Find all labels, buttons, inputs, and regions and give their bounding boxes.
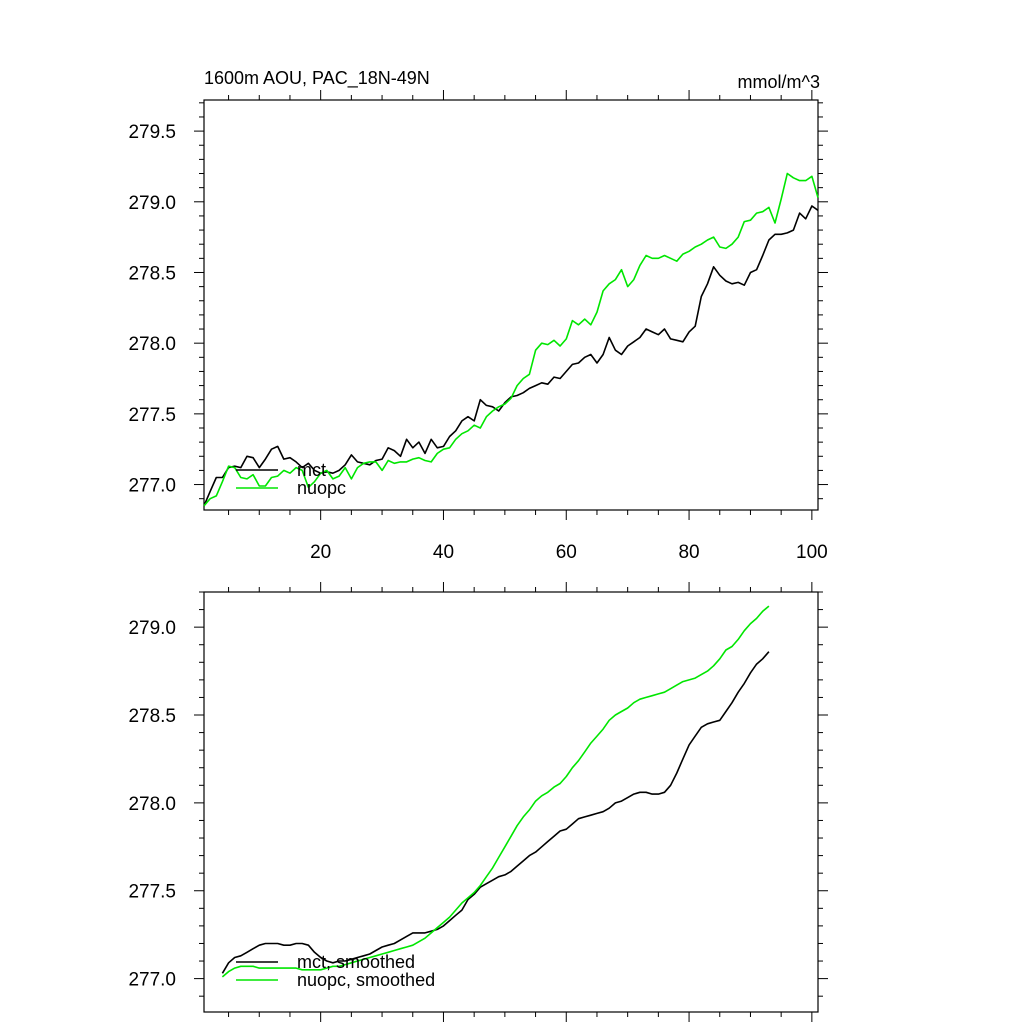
tick-marks-top xyxy=(194,90,828,520)
y-tick-label: 277.5 xyxy=(128,405,176,426)
plot-frame-bottom xyxy=(203,591,819,1013)
x-tick-label: 40 xyxy=(433,542,454,563)
y-tick-label: 279.0 xyxy=(128,193,176,214)
y-tick-label: 279.5 xyxy=(128,122,176,143)
y-tick-label: 279.0 xyxy=(128,618,176,639)
series-bottom xyxy=(221,605,770,978)
y-tick-label: 278.0 xyxy=(128,334,176,355)
y-tick-label: 278.5 xyxy=(128,263,176,284)
y-tick-labels-top: 277.0 277.5 278.0 278.5 279.0 279.5 xyxy=(128,122,176,496)
bottom-chart: 277.0 277.5 278.0 278.5 279.0 mct, smoothedn… xyxy=(128,582,828,1022)
legend-label: nuopc, smoothed xyxy=(297,970,435,990)
series-line-mct-smoothed xyxy=(221,651,770,974)
chart-title: 1600m AOU, PAC_18N-49N xyxy=(204,68,430,89)
x-tick-labels-top: 20 40 60 80 100 xyxy=(310,542,828,563)
series-top xyxy=(203,172,819,507)
x-tick-label: 60 xyxy=(556,542,577,563)
y-tick-label: 277.0 xyxy=(128,970,176,991)
x-tick-label: 80 xyxy=(678,542,699,563)
series-line-nuopc xyxy=(203,172,819,507)
y-tick-label: 278.0 xyxy=(128,794,176,815)
tick-marks-bottom xyxy=(194,582,828,1022)
y-tick-labels-bottom: 277.0 277.5 278.0 278.5 279.0 xyxy=(128,618,176,990)
x-tick-label: 100 xyxy=(796,542,828,563)
plot-frame-top xyxy=(203,99,819,511)
series-line-nuopc-smoothed xyxy=(221,605,770,978)
units-label: mmol/m^3 xyxy=(738,72,820,92)
x-tick-label: 20 xyxy=(310,542,331,563)
legend-label: mct xyxy=(297,460,326,480)
top-chart: 1600m AOU, PAC_18N-49N mmol/m^3 277.0277… xyxy=(128,68,828,563)
y-tick-label: 278.5 xyxy=(128,706,176,727)
y-tick-label: 277.0 xyxy=(128,476,176,497)
legend-label: nuopc xyxy=(297,478,346,498)
legend-label: mct, smoothed xyxy=(297,952,415,972)
y-tick-label: 277.5 xyxy=(128,882,176,903)
